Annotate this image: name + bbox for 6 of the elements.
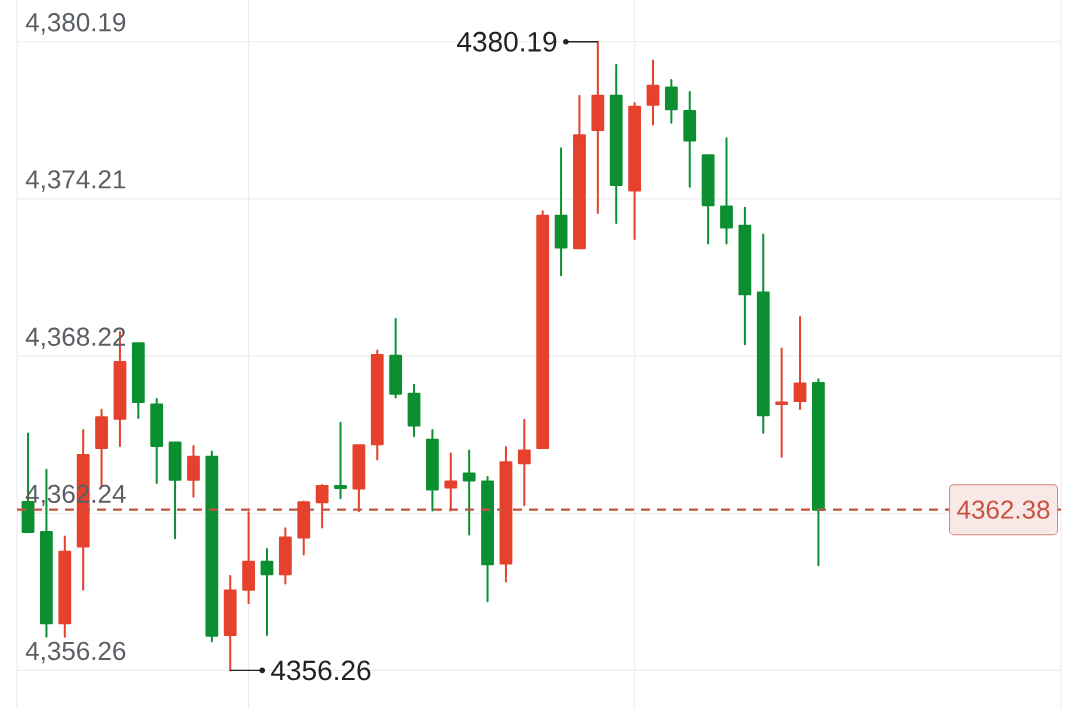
y-tick-label: 4,356.26	[25, 641, 126, 664]
y-tick-label: 4,374.21	[25, 170, 126, 192]
y-tick-label: 4,380.19	[25, 13, 126, 35]
annotation: 4380.19	[457, 31, 557, 52]
annotation: 4356.26	[271, 660, 371, 681]
ref-line-label: 4362.38	[957, 500, 1050, 519]
